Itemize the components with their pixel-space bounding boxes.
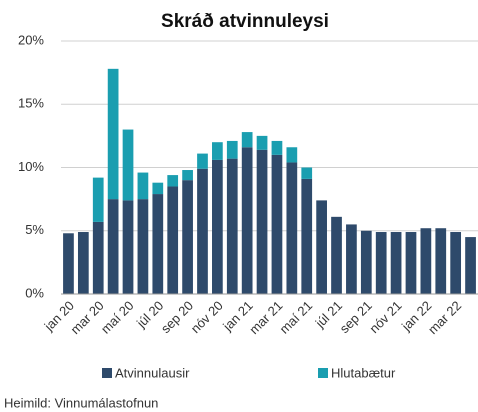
bar — [301, 178, 313, 294]
x-tick-label: nóv 21 — [366, 298, 404, 336]
bar — [286, 162, 298, 294]
legend-swatch — [318, 368, 328, 378]
legend-label: Atvinnulausir — [115, 365, 190, 380]
bar — [316, 200, 327, 294]
bar — [331, 216, 342, 294]
bar — [435, 228, 447, 294]
bar — [256, 149, 268, 294]
y-tick-label: 15% — [18, 96, 44, 111]
y-tick-label: 0% — [25, 285, 44, 300]
bar — [107, 68, 119, 200]
y-tick-label: 5% — [25, 222, 44, 237]
bar — [152, 182, 164, 195]
bar — [182, 170, 193, 181]
bar — [137, 172, 149, 200]
bar — [122, 129, 134, 201]
legend-label: Hlutabætur — [331, 365, 396, 380]
bar — [271, 154, 283, 294]
x-tick-label: mar 20 — [68, 298, 107, 337]
bar — [167, 175, 179, 187]
bar — [92, 177, 104, 222]
bar — [197, 168, 208, 294]
bar — [450, 232, 462, 294]
y-tick-label: 10% — [18, 159, 44, 174]
bar — [182, 180, 193, 294]
bar — [167, 186, 179, 294]
bar — [301, 167, 313, 179]
bar — [271, 140, 283, 155]
bar — [286, 147, 298, 163]
bar — [360, 230, 372, 294]
x-tick-label: nóv 20 — [188, 298, 226, 336]
bar — [226, 140, 238, 159]
bar — [107, 199, 119, 294]
bar — [375, 232, 387, 294]
bar — [226, 158, 238, 294]
bar — [465, 237, 476, 294]
x-tick-label: sep 21 — [337, 298, 375, 336]
y-tick-label: 20% — [18, 32, 44, 47]
bar — [241, 132, 253, 148]
bar — [63, 233, 74, 294]
bar — [92, 221, 104, 294]
x-tick-label: maí 21 — [277, 298, 316, 337]
bar — [77, 232, 89, 294]
bar — [390, 232, 402, 294]
x-tick-label: mar 22 — [425, 298, 464, 337]
bar — [420, 228, 432, 294]
bar — [405, 232, 417, 294]
bar — [137, 199, 149, 294]
chart-title: Skráð atvinnuleysi — [161, 11, 329, 32]
x-tick-label: sep 20 — [158, 298, 196, 336]
bar — [212, 159, 223, 294]
bar — [241, 147, 253, 294]
bar — [346, 224, 357, 294]
source: Heimild: Vinnumálastofnun — [4, 395, 158, 410]
x-tick-label: mar 21 — [246, 298, 285, 337]
bar — [152, 194, 164, 294]
legend-swatch — [102, 368, 112, 378]
x-tick-label: maí 20 — [98, 298, 137, 337]
bar — [197, 153, 208, 169]
bar — [212, 142, 223, 160]
bar — [122, 200, 134, 294]
bar — [256, 135, 268, 150]
